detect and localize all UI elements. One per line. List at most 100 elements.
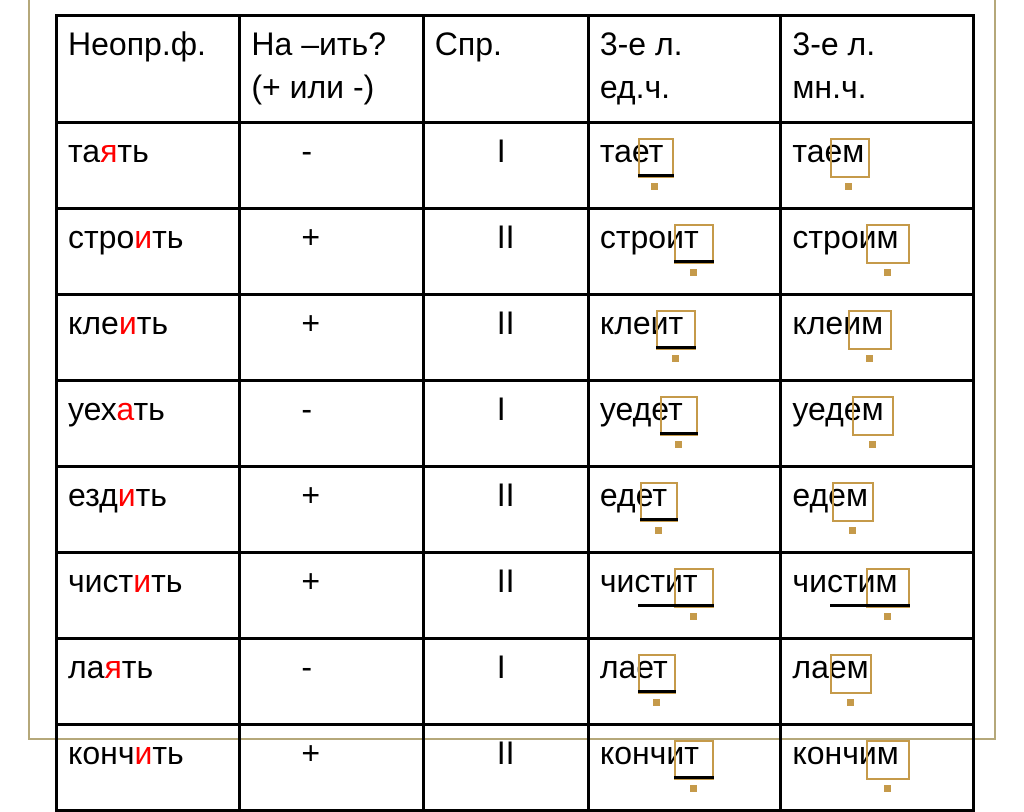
inf-suffix: ть (122, 649, 153, 685)
inf-suffix: ть (152, 735, 183, 771)
cell-infinitive: лаять (57, 639, 240, 725)
cell-3pl: таем (781, 123, 974, 209)
inf-highlight-letter: я (104, 649, 121, 685)
cell-3pl: строим (781, 209, 974, 295)
word-holder: лаем (792, 650, 868, 685)
cell-infinitive: строить (57, 209, 240, 295)
form-ending: им (859, 735, 899, 771)
inf-highlight-letter: и (119, 305, 137, 341)
cell-it-marker: - (240, 381, 423, 467)
cell-infinitive: ездить (57, 467, 240, 553)
conjugation-table: Неопр.ф. На –ить? (+ или -) Спр. 3-е л. … (55, 14, 975, 812)
form-ending: ем (829, 649, 869, 685)
word-holder: едет (600, 478, 667, 513)
ending-dot-icon (884, 785, 891, 792)
ending-dot-icon (655, 527, 662, 534)
ending-dot-icon (690, 613, 697, 620)
form-ending: ет (632, 133, 663, 169)
cell-conjugation: II (423, 467, 588, 553)
form-prefix: ла (600, 649, 636, 685)
table-row: лаять-Iлаетлаем (57, 639, 974, 725)
inf-highlight-letter: и (133, 563, 151, 599)
cell-conjugation: II (423, 295, 588, 381)
cell-3sg: уедет (588, 381, 781, 467)
suffix-underline-icon (674, 260, 714, 263)
header-row: Неопр.ф. На –ить? (+ или -) Спр. 3-е л. … (57, 16, 974, 123)
cell-infinitive: клеить (57, 295, 240, 381)
word-holder: тает (600, 134, 663, 169)
inf-prefix: кле (68, 305, 119, 341)
ending-dot-icon (690, 269, 697, 276)
form-prefix: кле (792, 305, 843, 341)
cell-3pl: чистим (781, 553, 974, 639)
cell-conjugation: II (423, 725, 588, 811)
inf-highlight-letter: а (116, 391, 133, 427)
cell-3sg: лает (588, 639, 781, 725)
header-3sg: 3-е л. ед.ч. (588, 16, 781, 123)
ending-dot-icon (847, 699, 854, 706)
header-text: На –ить? (251, 26, 386, 62)
table-row: клеить+IIклеитклеим (57, 295, 974, 381)
cell-it-marker: + (240, 553, 423, 639)
word-holder: чистим (792, 564, 897, 599)
form-ending: им (858, 563, 898, 599)
word-holder: строит (600, 220, 699, 255)
header-text: мн.ч. (792, 69, 866, 105)
inf-prefix: езд (68, 477, 118, 513)
suffix-underline-icon (674, 776, 714, 779)
suffix-underline-icon (830, 604, 910, 607)
table-row: таять-Iтаеттаем (57, 123, 974, 209)
suffix-underline-icon (638, 174, 674, 177)
ending-dot-icon (849, 527, 856, 534)
suffix-underline-icon (638, 604, 714, 607)
inf-prefix: стро (68, 219, 134, 255)
form-ending: им (859, 219, 899, 255)
header-text: Спр. (435, 26, 502, 62)
form-ending: ит (651, 305, 684, 341)
ending-dot-icon (651, 183, 658, 190)
ending-dot-icon (675, 441, 682, 448)
cell-3sg: едет (588, 467, 781, 553)
suffix-underline-icon (656, 346, 696, 349)
word-holder: едем (792, 478, 868, 513)
form-ending: ем (828, 477, 868, 513)
cell-it-marker: + (240, 467, 423, 553)
form-ending: ит (666, 219, 699, 255)
form-prefix: чист (600, 563, 665, 599)
word-holder: клеим (792, 306, 883, 341)
cell-3pl: клеим (781, 295, 974, 381)
suffix-underline-icon (638, 690, 676, 693)
table-row: ездить+IIедетедем (57, 467, 974, 553)
inf-suffix: ть (117, 133, 148, 169)
ending-dot-icon (672, 355, 679, 362)
cell-infinitive: кончить (57, 725, 240, 811)
table-row: уехать-Iуедетуедем (57, 381, 974, 467)
inf-suffix: ть (152, 219, 183, 255)
cell-it-marker: + (240, 209, 423, 295)
cell-conjugation: II (423, 209, 588, 295)
table-row: строить+IIстроитстроим (57, 209, 974, 295)
inf-prefix: конч (68, 735, 135, 771)
word-holder: уедем (792, 392, 883, 427)
inf-suffix: ть (137, 305, 168, 341)
suffix-underline-icon (660, 432, 698, 435)
inf-suffix: ть (151, 563, 182, 599)
form-prefix: чист (792, 563, 857, 599)
inf-suffix: ть (136, 477, 167, 513)
inf-prefix: та (68, 133, 100, 169)
header-text: ед.ч. (600, 69, 670, 105)
word-holder: уедет (600, 392, 683, 427)
header-conjugation: Спр. (423, 16, 588, 123)
inf-suffix: ть (133, 391, 164, 427)
ending-dot-icon (845, 183, 852, 190)
inf-highlight-letter: и (134, 219, 152, 255)
header-3pl: 3-е л. мн.ч. (781, 16, 974, 123)
inf-highlight-letter: и (118, 477, 136, 513)
form-ending: ит (665, 563, 698, 599)
form-prefix: ед (600, 477, 636, 513)
header-infinitive: Неопр.ф. (57, 16, 240, 123)
cell-3pl: уедем (781, 381, 974, 467)
word-holder: кончим (792, 736, 898, 771)
form-prefix: та (792, 133, 824, 169)
word-holder: чистит (600, 564, 698, 599)
